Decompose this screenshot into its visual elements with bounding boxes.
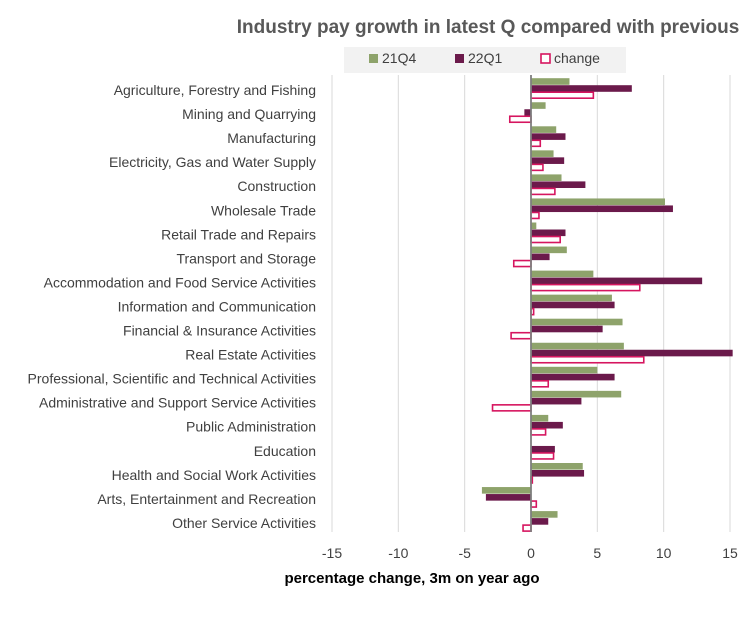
legend-label-22q1: 22Q1 — [468, 50, 502, 66]
bar-change-2 — [530, 139, 542, 148]
legend-swatch-change — [540, 53, 551, 64]
bar-22q1-6 — [531, 229, 566, 237]
category-label-18: Other Service Activities — [172, 515, 316, 531]
category-label-15: Education — [254, 443, 316, 459]
bar-21q4-9 — [531, 294, 612, 302]
chart-title: Industry pay growth in latest Q compared… — [237, 17, 740, 38]
bar-22q1-15 — [531, 445, 555, 453]
bar-21q4-5 — [531, 198, 665, 206]
bar-change-4 — [530, 187, 556, 196]
category-label-6: Retail Trade and Repairs — [161, 226, 316, 242]
category-label-12: Professional, Scientific and Technical A… — [28, 371, 316, 387]
bar-change-15 — [530, 452, 555, 460]
bar-21q4-17 — [481, 487, 531, 494]
bar-21q4-4 — [531, 174, 562, 181]
legend-background — [344, 47, 626, 73]
bar-22q1-17 — [485, 494, 531, 501]
x-tick-label-2: -5 — [458, 545, 471, 561]
bar-22q1-12 — [531, 373, 615, 381]
bar-22q1-4 — [531, 181, 586, 188]
x-axis-title: percentage change, 3m on year ago — [284, 570, 539, 587]
legend-swatch-22q1 — [455, 54, 464, 63]
bar-21q4-2 — [531, 126, 557, 133]
bar-change-3 — [530, 163, 544, 172]
bar-21q4-1 — [531, 102, 546, 109]
category-label-4: Construction — [237, 178, 316, 194]
category-label-10: Financial & Insurance Activities — [123, 323, 316, 339]
bar-change-7 — [512, 259, 532, 268]
bar-change-12 — [530, 379, 550, 388]
category-label-9: Information and Communication — [118, 298, 316, 314]
bar-22q1-11 — [531, 349, 733, 357]
bar-22q1-13 — [531, 397, 582, 405]
bars — [481, 78, 733, 532]
bar-change-14 — [530, 428, 547, 436]
bar-change-1 — [508, 115, 532, 124]
x-tick-label-0: -15 — [322, 545, 342, 561]
legend: 21Q4 22Q1 change — [344, 47, 626, 73]
bar-22q1-8 — [531, 277, 703, 285]
legend-label-21q4: 21Q4 — [382, 50, 416, 66]
category-label-0: Agriculture, Forestry and Fishing — [114, 82, 316, 98]
bar-21q4-13 — [531, 390, 622, 398]
category-label-3: Electricity, Gas and Water Supply — [109, 154, 316, 170]
category-label-16: Health and Social Work Activities — [112, 467, 316, 483]
legend-label-change: change — [554, 50, 600, 66]
category-label-17: Arts, Entertainment and Recreation — [97, 491, 316, 507]
bar-22q1-10 — [531, 325, 603, 333]
bar-22q1-14 — [531, 421, 563, 429]
x-tick-label-1: -10 — [388, 545, 408, 561]
category-label-8: Accommodation and Food Service Activitie… — [44, 274, 316, 290]
bar-22q1-9 — [531, 301, 615, 309]
x-tick-label-4: 5 — [593, 545, 601, 561]
bar-21q4-6 — [531, 222, 537, 230]
x-tick-label-3: 0 — [527, 545, 535, 561]
bar-change-18 — [522, 524, 532, 532]
bar-22q1-1 — [524, 109, 531, 116]
bar-22q1-16 — [531, 470, 585, 477]
bar-change-5 — [530, 211, 540, 220]
bar-change-13 — [491, 404, 532, 412]
bar-21q4-12 — [531, 366, 598, 374]
bar-22q1-2 — [531, 133, 566, 140]
category-label-2: Manufacturing — [227, 130, 316, 146]
bar-21q4-8 — [531, 270, 594, 278]
bar-change-10 — [510, 331, 532, 340]
bar-22q1-3 — [531, 157, 565, 164]
category-label-11: Real Estate Activities — [185, 347, 316, 363]
x-tick-label-5: 10 — [656, 545, 672, 561]
bar-21q4-18 — [531, 511, 558, 518]
bar-22q1-0 — [531, 85, 632, 92]
x-tick-labels: -15 -10 -5 0 5 10 15 — [322, 545, 738, 561]
x-tick-label-6: 15 — [722, 545, 738, 561]
bar-22q1-7 — [531, 253, 550, 261]
bar-change-0 — [530, 91, 595, 99]
bar-change-8 — [530, 283, 641, 292]
category-label-1: Mining and Quarrying — [182, 106, 316, 122]
bar-21q4-10 — [531, 318, 623, 326]
category-label-14: Public Administration — [186, 419, 316, 435]
category-label-5: Wholesale Trade — [211, 202, 316, 218]
bar-21q4-3 — [531, 150, 554, 157]
category-label-7: Transport and Storage — [176, 250, 316, 266]
category-labels: Agriculture, Forestry and Fishing Mining … — [28, 82, 317, 531]
bar-21q4-0 — [531, 78, 570, 85]
bar-21q4-14 — [531, 414, 549, 422]
bar-change-6 — [530, 235, 561, 244]
bar-21q4-11 — [531, 342, 624, 350]
category-label-13: Administrative and Support Service Activ… — [39, 395, 316, 411]
bar-21q4-16 — [531, 463, 583, 470]
bar-change-11 — [530, 355, 645, 364]
bar-22q1-5 — [531, 205, 673, 213]
bar-22q1-18 — [531, 518, 549, 525]
bar-21q4-7 — [531, 246, 567, 254]
legend-swatch-21q4 — [369, 54, 378, 63]
